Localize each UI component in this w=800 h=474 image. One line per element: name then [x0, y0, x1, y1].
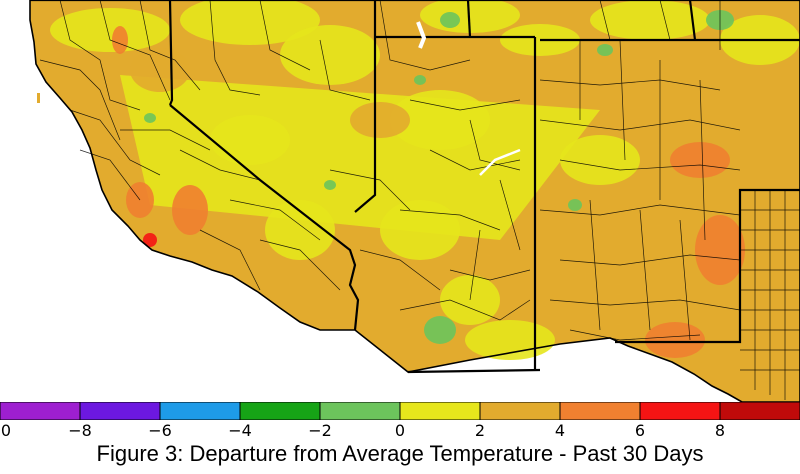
color-scale-tick-label: −8	[68, 421, 92, 440]
state-border	[168, 0, 174, 106]
county-border	[79, 149, 141, 201]
anomaly-patch	[380, 200, 460, 260]
anomaly-patch	[424, 316, 456, 344]
color-scale-bin	[399, 402, 481, 420]
county-border	[599, 0, 721, 50]
color-scale-tick-label: −2	[308, 421, 332, 440]
state-border	[615, 188, 800, 344]
anomaly-patch	[172, 185, 208, 235]
coastline	[29, 0, 800, 402]
county-border	[579, 39, 706, 241]
county-border	[429, 149, 521, 171]
county-border	[329, 169, 411, 211]
color-scale-bin	[159, 402, 241, 420]
county-border	[179, 149, 261, 181]
color-scale-bin	[319, 402, 401, 420]
county-border	[589, 199, 691, 341]
county-border	[59, 0, 141, 111]
county-border	[409, 99, 521, 111]
county-border	[754, 190, 786, 400]
anomaly-patch	[50, 8, 170, 52]
county-border	[559, 254, 741, 266]
county-borders	[39, 0, 800, 400]
anomaly-patch	[645, 322, 705, 358]
anomaly-patch	[597, 44, 613, 56]
county-border	[539, 119, 741, 131]
county-border	[359, 249, 441, 291]
county-border	[399, 209, 501, 231]
county-border	[209, 0, 261, 96]
county-border	[549, 299, 741, 311]
county-border	[139, 0, 201, 91]
county-border	[229, 199, 321, 241]
color-scale-tick-label: 6	[634, 421, 646, 440]
anomaly-patch	[568, 199, 582, 211]
color-scale-tick-label: −6	[148, 421, 172, 440]
temperature-departure-map	[29, 0, 800, 402]
anomaly-patch	[560, 135, 640, 185]
anomaly-patch	[112, 26, 128, 54]
county-border	[259, 0, 311, 71]
anomaly-patch	[144, 113, 156, 123]
color-scale-bin	[0, 402, 81, 420]
color-scale-tick-label: 0	[394, 421, 406, 440]
anomaly-patch	[180, 0, 320, 45]
color-scale-bin	[239, 402, 321, 420]
county-border	[469, 119, 521, 301]
anomaly-patch	[414, 75, 426, 85]
county-border	[569, 329, 701, 341]
county-border	[539, 79, 721, 91]
state-border	[466, 0, 472, 38]
color-scale-tick-label: 8	[714, 421, 726, 440]
county-border	[99, 0, 171, 101]
anomaly-patch	[695, 215, 745, 285]
color-scale-tick-label: 0	[0, 421, 12, 440]
anomaly-patch	[390, 90, 490, 150]
county-border	[539, 204, 741, 216]
state-border	[354, 0, 377, 213]
anomaly-patch	[143, 233, 157, 247]
color-scale-bin	[479, 402, 561, 420]
color-scale-bin	[79, 402, 161, 420]
anomaly-patch	[590, 0, 710, 40]
anomaly-patch	[130, 48, 190, 92]
county-border	[69, 109, 161, 176]
anomaly-patch	[670, 142, 730, 178]
color-scale-bar	[0, 402, 800, 420]
county-border	[39, 59, 121, 141]
county-border	[449, 269, 531, 281]
color-scale-tick-label: 4	[554, 421, 566, 440]
state-border	[169, 104, 360, 331]
lake	[479, 148, 521, 176]
color-scale-tick-label: 2	[474, 421, 486, 440]
state-border	[688, 0, 697, 41]
color-scale-bin	[719, 402, 800, 420]
county-border	[319, 39, 371, 101]
anomaly-patch	[280, 25, 380, 85]
anomaly-patch	[440, 12, 460, 28]
anomaly-patch	[265, 200, 335, 260]
color-scale-bin	[559, 402, 641, 420]
anomaly-patch	[465, 320, 555, 360]
figure-caption: Figure 3: Departure from Average Tempera…	[96, 441, 704, 466]
state-borders	[29, 0, 800, 402]
anomaly-patch	[324, 180, 336, 190]
color-scale-tick-label: −4	[228, 421, 252, 440]
state-border	[407, 368, 541, 374]
anomaly-patch	[210, 115, 290, 165]
island	[37, 93, 40, 103]
color-scale-ticks: 0 −8 −6 −4 −2 0 2 4 6 8	[0, 420, 800, 440]
county-border	[199, 229, 261, 291]
county-border	[399, 299, 531, 321]
anomaly-patch	[350, 102, 410, 138]
county-border	[120, 129, 211, 151]
anomaly-patches	[37, 0, 800, 360]
county-border	[379, 0, 471, 71]
lake	[416, 21, 427, 49]
county-border	[259, 239, 341, 291]
color-scale-bin	[639, 402, 721, 420]
